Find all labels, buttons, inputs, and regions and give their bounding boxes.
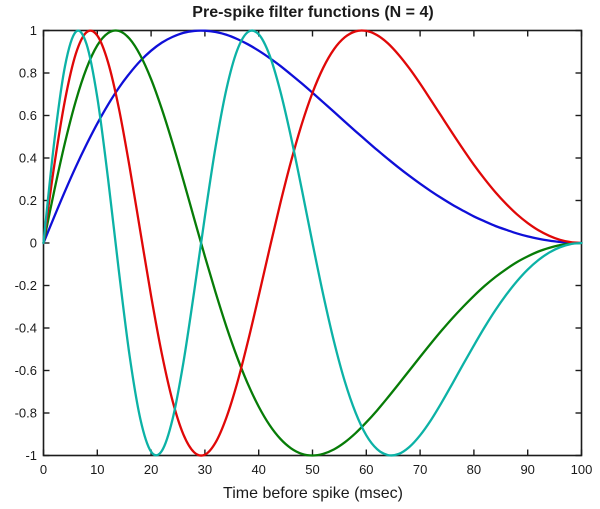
y-tick-label: -1	[25, 448, 37, 463]
x-tick-label: 0	[40, 462, 47, 477]
y-tick-label: -0.4	[15, 321, 37, 336]
chart-title: Pre-spike filter functions (N = 4)	[192, 4, 434, 21]
x-tick-label: 60	[359, 462, 373, 477]
x-tick-label: 80	[467, 462, 481, 477]
x-tick-label: 50	[305, 462, 319, 477]
x-axis-label: Time before spike (msec)	[223, 485, 403, 502]
x-tick-label: 30	[198, 462, 212, 477]
y-tick-label: 0.2	[19, 193, 37, 208]
x-tick-label: 90	[520, 462, 534, 477]
x-tick-label: 40	[251, 462, 265, 477]
x-tick-label: 20	[144, 462, 158, 477]
y-tick-label: 0.6	[19, 108, 37, 123]
y-tick-label: -0.6	[15, 363, 37, 378]
x-tick-label: 100	[571, 462, 593, 477]
y-tick-label: 0	[30, 236, 37, 251]
y-tick-label: -0.2	[15, 278, 37, 293]
x-tick-label: 10	[90, 462, 104, 477]
curve-basis-3-red	[42, 29, 583, 457]
curve-basis-2-green	[42, 29, 583, 457]
curve-basis-4-cyan	[42, 29, 583, 457]
y-tick-label: -0.8	[15, 406, 37, 421]
y-tick-label: 0.4	[19, 151, 37, 166]
y-tick-label: 0.8	[19, 66, 37, 81]
x-tick-label: 70	[413, 462, 427, 477]
y-tick-label: 1	[30, 23, 37, 38]
